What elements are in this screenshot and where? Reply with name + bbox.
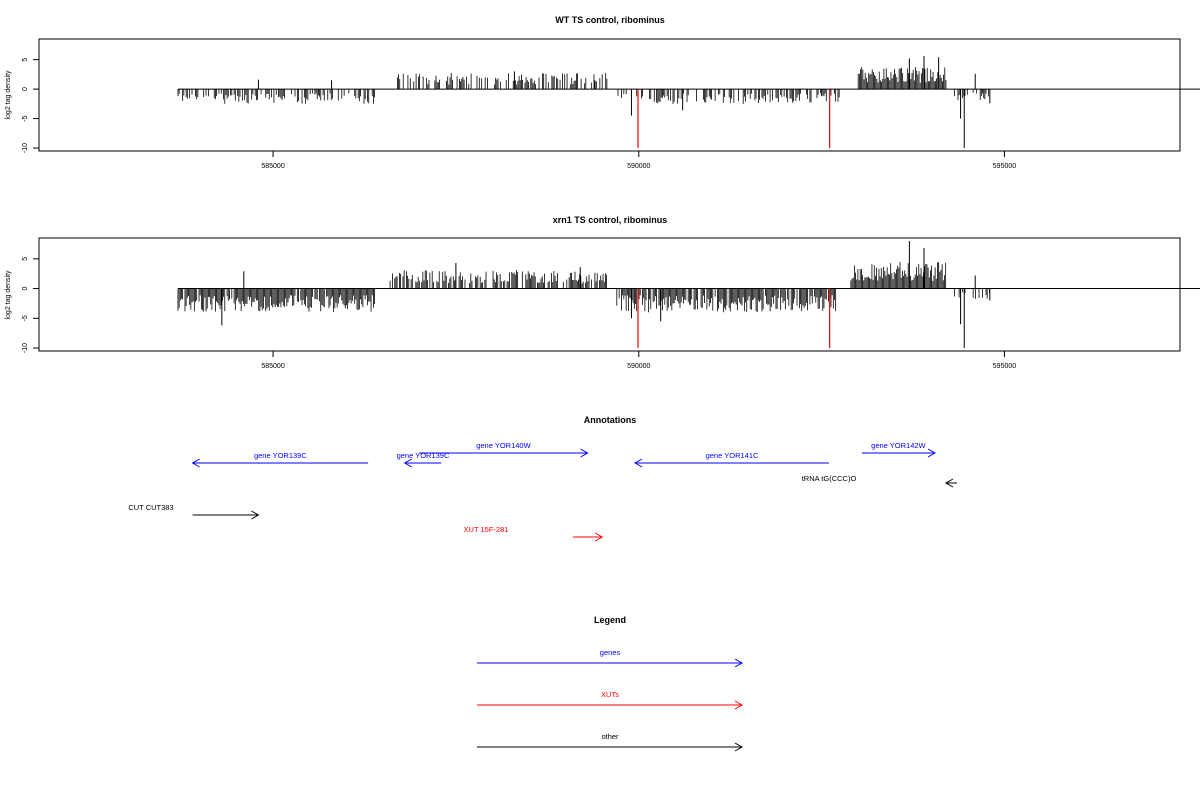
xrn1-panel: xrn1 TS control, ribominus log2 tag dens… bbox=[5, 215, 1200, 370]
annotation-feature: CUT CUT383 bbox=[128, 503, 260, 520]
legend: Legend genes XUTs other bbox=[477, 615, 744, 752]
annotation-feature: XUT 15F-281 bbox=[464, 525, 604, 542]
xrn1-y-axis: -10 -5 0 5 bbox=[22, 257, 40, 353]
wt-plot-frame bbox=[38, 38, 1181, 152]
feature-label: gene YOR141C bbox=[706, 451, 759, 460]
wt-bars bbox=[177, 56, 991, 149]
xrn1-panel-title: xrn1 TS control, ribominus bbox=[553, 215, 668, 225]
legend-arrowhead bbox=[734, 742, 744, 752]
legend-item: genes bbox=[477, 648, 744, 668]
annotation-feature: gene YOR142W bbox=[861, 441, 936, 458]
feature-arrowhead bbox=[634, 458, 643, 468]
feature-label: XUT 15F-281 bbox=[464, 525, 509, 534]
feature-label: gene YOR140W bbox=[476, 441, 531, 450]
x-tick-label: 595000 bbox=[993, 363, 1016, 370]
y-tick-label: -10 bbox=[22, 143, 29, 153]
feature-arrowhead bbox=[251, 510, 260, 520]
legend-items: genes XUTs other bbox=[477, 648, 744, 752]
feature-arrowhead bbox=[403, 458, 412, 468]
annotation-feature: gene YOR139C bbox=[397, 451, 450, 468]
annotation-feature: gene YOR139C bbox=[191, 451, 369, 468]
annotation-feature: gene YOR140W bbox=[419, 441, 589, 458]
wt-panel-title: WT TS control, ribominus bbox=[555, 15, 665, 25]
xrn1-plot-frame bbox=[38, 237, 1181, 352]
xrn1-bars bbox=[177, 240, 991, 349]
xrn1-x-axis: 585000 590000 595000 bbox=[261, 350, 1016, 370]
annotation-feature: gene YOR141C bbox=[634, 451, 829, 468]
x-tick-label: 585000 bbox=[261, 163, 284, 170]
annotations-title: Annotations bbox=[584, 415, 637, 425]
feature-label: CUT CUT383 bbox=[128, 503, 173, 512]
y-tick-label: -5 bbox=[22, 115, 29, 121]
wt-y-axis-label: log2 tag density bbox=[5, 70, 12, 120]
y-tick-label: -5 bbox=[22, 315, 29, 321]
y-tick-label: 5 bbox=[22, 257, 29, 261]
y-tick-label: 0 bbox=[22, 87, 29, 91]
xrn1-highlights bbox=[637, 288, 831, 349]
x-tick-label: 595000 bbox=[993, 163, 1016, 170]
legend-label: genes bbox=[600, 648, 621, 657]
feature-arrowhead bbox=[580, 448, 589, 458]
wt-highlights bbox=[637, 89, 831, 149]
feature-label: gene YOR142W bbox=[871, 441, 926, 450]
annotation-feature: tRNA tG(CCC)O bbox=[802, 474, 957, 488]
annotation-features: gene YOR139C gene YOR139C gene YOR140W gene… bbox=[128, 441, 957, 542]
y-tick-label: 0 bbox=[22, 287, 29, 291]
legend-item: other bbox=[477, 732, 744, 752]
y-tick-label: 5 bbox=[22, 58, 29, 62]
annotations-track: Annotations gene YOR139C gene YOR139Cgene… bbox=[128, 415, 957, 542]
x-tick-label: 590000 bbox=[627, 163, 650, 170]
y-tick-label: -10 bbox=[22, 343, 29, 353]
legend-label: XUTs bbox=[601, 690, 619, 699]
x-tick-label: 585000 bbox=[261, 363, 284, 370]
legend-item: XUTs bbox=[477, 690, 744, 710]
feature-label: tRNA tG(CCC)O bbox=[802, 474, 857, 483]
wt-x-axis: 585000 590000 595000 bbox=[261, 150, 1016, 170]
feature-arrowhead bbox=[191, 458, 200, 468]
feature-arrowhead bbox=[594, 532, 604, 542]
x-tick-label: 590000 bbox=[627, 363, 650, 370]
feature-arrowhead bbox=[944, 478, 954, 488]
legend-label: other bbox=[601, 732, 619, 741]
feature-label: gene YOR139C bbox=[397, 451, 450, 460]
feature-label: gene YOR139C bbox=[254, 451, 307, 460]
wt-y-axis: -10 -5 0 5 bbox=[22, 58, 40, 153]
legend-arrowhead bbox=[734, 658, 744, 668]
wt-panel: WT TS control, ribominus log2 tag densit… bbox=[5, 15, 1200, 170]
legend-title: Legend bbox=[594, 615, 626, 625]
legend-arrowhead bbox=[734, 700, 744, 710]
xrn1-y-axis-label: log2 tag density bbox=[5, 270, 12, 320]
feature-arrowhead bbox=[927, 448, 936, 458]
